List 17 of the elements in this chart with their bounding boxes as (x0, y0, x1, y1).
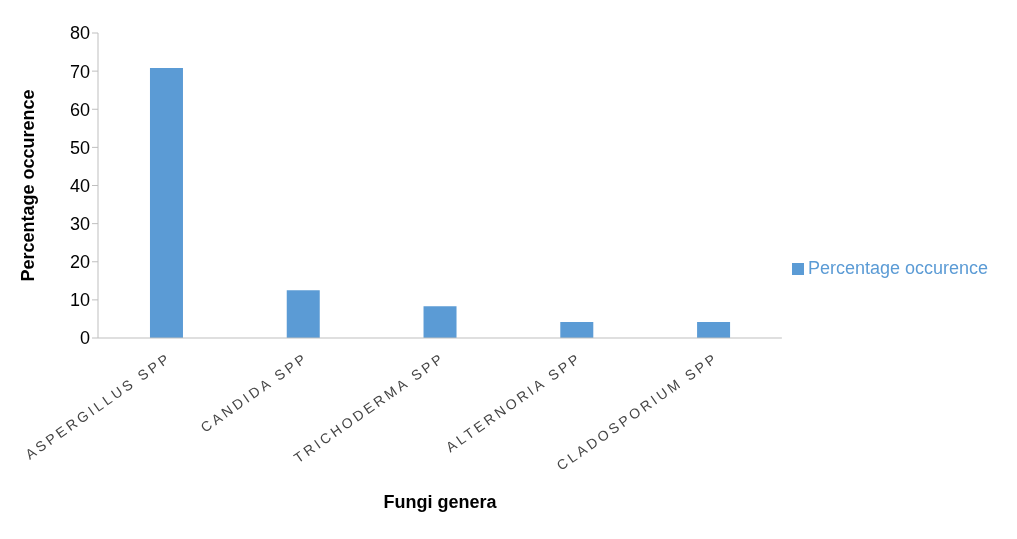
bar (149, 68, 183, 338)
y-tick-label: 20 (69, 252, 90, 273)
bar (697, 321, 731, 338)
y-tick-label: 0 (79, 328, 90, 349)
y-tick-label: 80 (69, 23, 90, 44)
bar (423, 306, 457, 338)
y-tick-label: 60 (69, 99, 90, 120)
legend-label: Percentage occurence (807, 257, 988, 278)
y-tick-label: 70 (69, 61, 90, 82)
bar (560, 321, 594, 338)
bar (286, 290, 320, 338)
y-axis-title: Percentage occurence (18, 89, 39, 282)
x-axis-title: Fungi genera (383, 492, 498, 512)
y-tick-label: 50 (69, 137, 90, 158)
y-tick-label: 10 (69, 290, 90, 311)
y-tick-label: 30 (69, 214, 90, 235)
y-tick-label: 40 (69, 175, 90, 196)
